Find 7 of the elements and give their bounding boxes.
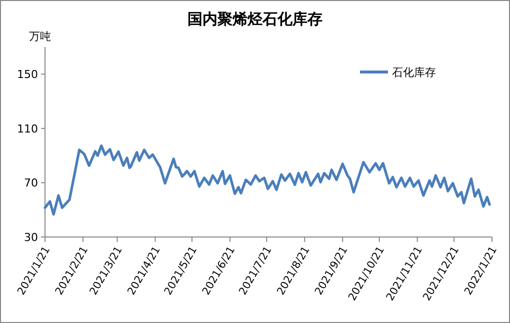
- legend-label: 石化库存: [392, 66, 436, 79]
- y-axis-title: 万吨: [29, 30, 51, 43]
- y-tick-label: 110: [17, 122, 38, 136]
- y-tick-label: 150: [17, 68, 38, 82]
- y-tick-label: 70: [24, 176, 38, 190]
- y-tick-label: 30: [24, 231, 38, 244]
- chart-title: 国内聚烯烃石化库存: [188, 10, 322, 28]
